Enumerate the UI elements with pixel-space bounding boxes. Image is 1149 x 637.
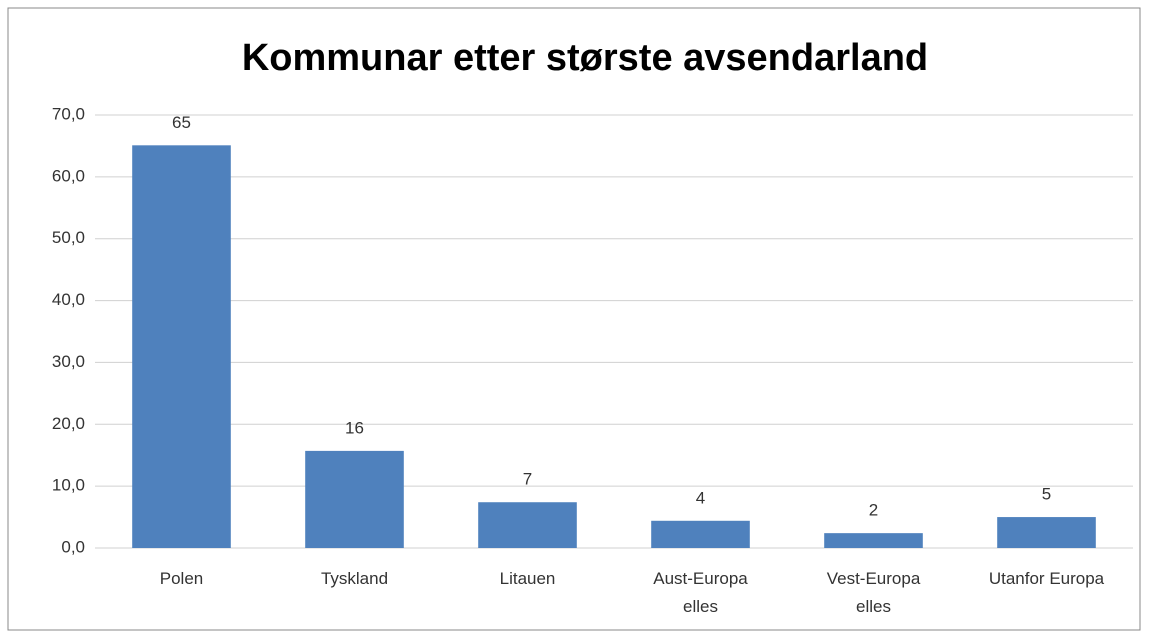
data-label: 2 xyxy=(869,501,878,520)
y-tick-label: 0,0 xyxy=(61,537,85,556)
x-tick-label-line: Litauen xyxy=(500,569,556,588)
x-tick-label: Aust-Europa elles xyxy=(653,569,748,616)
y-tick-label: 10,0 xyxy=(52,476,85,495)
y-tick-label: 70,0 xyxy=(52,104,85,123)
bar xyxy=(651,520,750,548)
data-label: 65 xyxy=(172,113,191,132)
x-tick-label-line: elles xyxy=(856,597,891,616)
x-tick-label: Vest-Europa elles xyxy=(827,569,921,616)
x-tick-label-line: Aust-Europa xyxy=(653,569,748,588)
y-tick-label: 30,0 xyxy=(52,352,85,371)
chart-title: Kommunar etter største avsendarland xyxy=(242,37,928,79)
x-tick-label: Utanfor Europa xyxy=(989,569,1105,588)
y-tick-label: 50,0 xyxy=(52,228,85,247)
bar xyxy=(132,145,231,548)
data-label: 4 xyxy=(696,488,705,507)
y-tick-label: 20,0 xyxy=(52,414,85,433)
bar xyxy=(478,502,577,548)
data-label: 7 xyxy=(523,470,532,489)
data-label: 16 xyxy=(345,418,364,437)
bar xyxy=(305,450,404,548)
x-tick-label-line: Vest-Europa xyxy=(827,569,921,588)
x-tick-label-line: Tyskland xyxy=(321,569,388,588)
x-tick-label: Tyskland xyxy=(321,569,388,588)
y-tick-label: 40,0 xyxy=(52,290,85,309)
bar xyxy=(824,533,923,548)
x-tick-label-line: Polen xyxy=(160,569,203,588)
x-tick-label-line: elles xyxy=(683,597,718,616)
y-tick-label: 60,0 xyxy=(52,166,85,185)
x-tick-label-line: Utanfor Europa xyxy=(989,569,1105,588)
x-tick-label: Litauen xyxy=(500,569,556,588)
bar xyxy=(997,517,1096,548)
data-label: 5 xyxy=(1042,485,1051,504)
x-tick-label: Polen xyxy=(160,569,203,588)
